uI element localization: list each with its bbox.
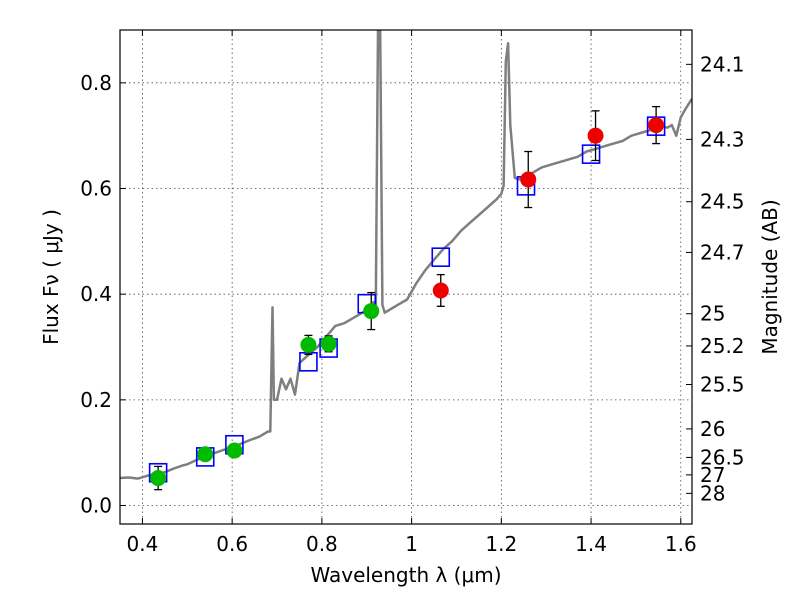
x-tick-label: 1: [405, 532, 418, 556]
observed-optical-point: [300, 336, 317, 353]
x-tick-label: 1.2: [485, 532, 517, 556]
mag-tick-label: 28: [700, 481, 725, 505]
observed-points-layer: [150, 105, 665, 491]
spectrum-layer: [120, 30, 692, 480]
y-tick-label: 0.0: [80, 494, 112, 518]
mag-tick-label: 27: [700, 463, 725, 487]
x-tick-label: 0.8: [306, 532, 338, 556]
observed-optical-point: [226, 442, 243, 459]
right-axis-label: Magnitude (AB): [758, 199, 782, 354]
model-square: [581, 144, 601, 164]
mag-tick-label: 24.3: [700, 127, 745, 151]
mag-tick-label: 26.5: [700, 445, 745, 469]
mag-tick-label: 25: [700, 302, 725, 326]
mag-tick-label: 25.2: [700, 334, 745, 358]
x-axis-label: Wavelength λ (μm): [310, 563, 501, 587]
observed-nir-point: [432, 282, 449, 299]
y-axis-label: Flux Fν ( μJy ): [39, 209, 63, 345]
y-tick-label: 0.8: [80, 71, 112, 95]
grid: [120, 30, 692, 524]
x-tick-label: 1.4: [575, 532, 607, 556]
x-tick-label: 0.6: [216, 532, 248, 556]
observed-nir-point: [648, 117, 665, 134]
observed-nir-point: [520, 171, 537, 188]
observed-optical-point: [197, 446, 214, 463]
model-square: [431, 247, 451, 267]
mag-tick-label: 24.1: [700, 52, 745, 76]
observed-nir-point: [587, 127, 604, 144]
observed-optical-point: [363, 303, 380, 320]
y-tick-label: 0.2: [80, 388, 112, 412]
observed-optical-point: [320, 335, 337, 352]
x-tick-label: 0.4: [127, 532, 159, 556]
y-tick-label: 0.4: [80, 282, 112, 306]
x-tick-label: 1.6: [665, 532, 697, 556]
plot-frame: [119, 29, 693, 525]
observed-optical-point: [150, 470, 167, 487]
spectrum-line: [120, 30, 692, 480]
mag-tick-label: 24.7: [700, 240, 745, 264]
mag-tick-label: 26: [700, 417, 725, 441]
mag-tick-label: 25.5: [700, 373, 745, 397]
y-tick-label: 0.6: [80, 177, 112, 201]
ticks: 0.4 0.6 0.8 1 1.2 1.4 1.6 0.0 0.2 0.4 0.6 0.8 24.1 24…: [80, 30, 745, 556]
mag-tick-label: 24.5: [700, 190, 745, 214]
